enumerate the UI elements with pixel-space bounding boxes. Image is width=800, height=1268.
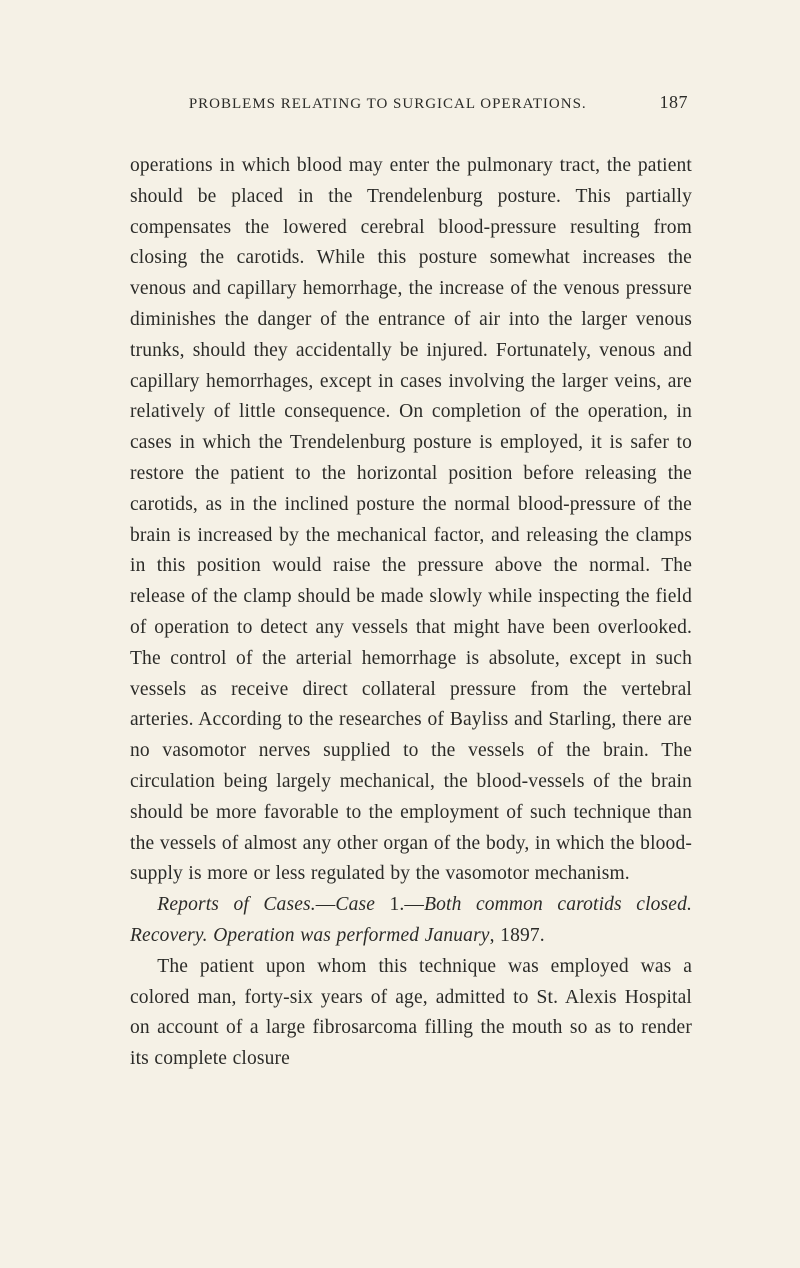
p2-italic-1: Reports of Cases. — [157, 894, 315, 915]
page-container: PROBLEMS RELATING TO SURGICAL OPERATIONS… — [0, 0, 800, 1135]
p2-text-3: , 1897. — [490, 925, 545, 946]
p2-italic-2: Case — [335, 894, 375, 915]
running-head: PROBLEMS RELATING TO SURGICAL OPERATIONS… — [130, 92, 692, 113]
paragraph-2: Reports of Cases.—Case 1.—Both common ca… — [130, 890, 692, 952]
running-head-title: PROBLEMS RELATING TO SURGICAL OPERATIONS… — [134, 96, 642, 113]
paragraph-1: operations in which blood may enter the … — [130, 151, 692, 890]
p2-text-1: — — [316, 894, 336, 915]
paragraph-3: The patient upon whom this technique was… — [130, 952, 692, 1075]
page-number: 187 — [660, 92, 689, 113]
body-text: operations in which blood may enter the … — [130, 151, 692, 1075]
p2-text-2: 1.— — [375, 894, 424, 915]
